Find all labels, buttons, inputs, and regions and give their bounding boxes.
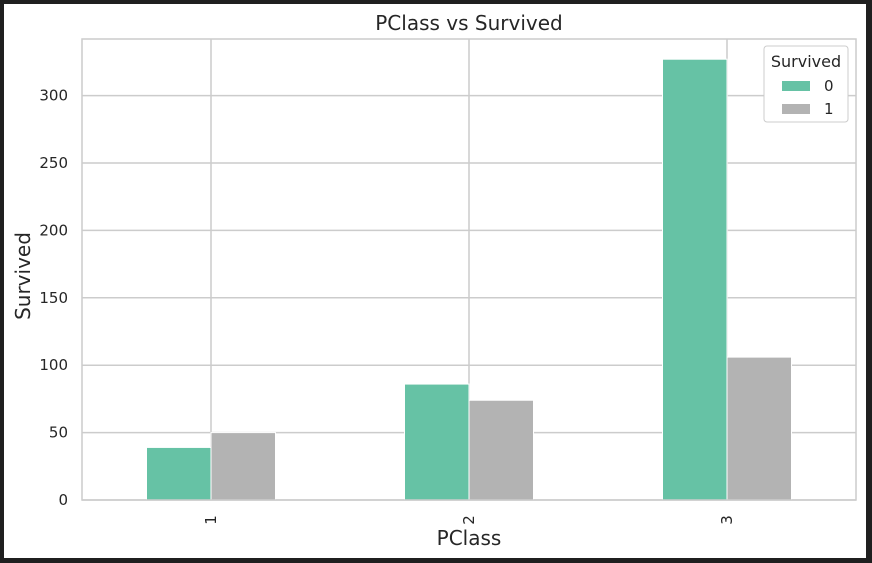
legend-swatch-0: [782, 81, 810, 91]
x-axis-label: PClass: [437, 526, 502, 550]
legend-label-0: 0: [824, 77, 834, 95]
bar-series-0-pclass-3: [662, 58, 728, 501]
y-tick-label: 50: [49, 424, 68, 442]
legend-label-1: 1: [824, 100, 834, 118]
bar-series-1-pclass-2: [468, 399, 534, 501]
y-tick-label: 0: [58, 491, 68, 509]
legend-title: Survived: [771, 52, 841, 71]
x-tick-label: 2: [460, 515, 478, 525]
chart-frame: 0 50 100 150 200 250 300 1 2 3 PClass vs Survive…: [4, 4, 866, 558]
x-tick-labels: 1 2 3: [202, 515, 736, 525]
y-tick-label: 200: [39, 221, 68, 239]
y-tick-labels: 0 50 100 150 200 250 300: [39, 87, 68, 509]
bar-series-1-pclass-3: [726, 356, 792, 501]
bar-series-0-pclass-1: [146, 446, 212, 501]
y-tick-label: 150: [39, 289, 68, 307]
bar-chart: 0 50 100 150 200 250 300 1 2 3 PClass vs Survive…: [11, 11, 857, 550]
legend-swatch-1: [782, 104, 810, 114]
y-tick-label: 100: [39, 356, 68, 374]
y-axis-label: Survived: [11, 232, 35, 320]
x-tick-label: 1: [202, 515, 220, 525]
bar-series-0-pclass-2: [404, 383, 470, 501]
chart-title: PClass vs Survived: [375, 11, 562, 35]
y-tick-label: 300: [39, 87, 68, 105]
legend: Survived 0 1: [763, 45, 849, 123]
x-tick-label: 3: [718, 515, 736, 525]
y-tick-label: 250: [39, 154, 68, 172]
bar-series-1-pclass-1: [210, 432, 276, 501]
plot-border: [81, 38, 857, 501]
